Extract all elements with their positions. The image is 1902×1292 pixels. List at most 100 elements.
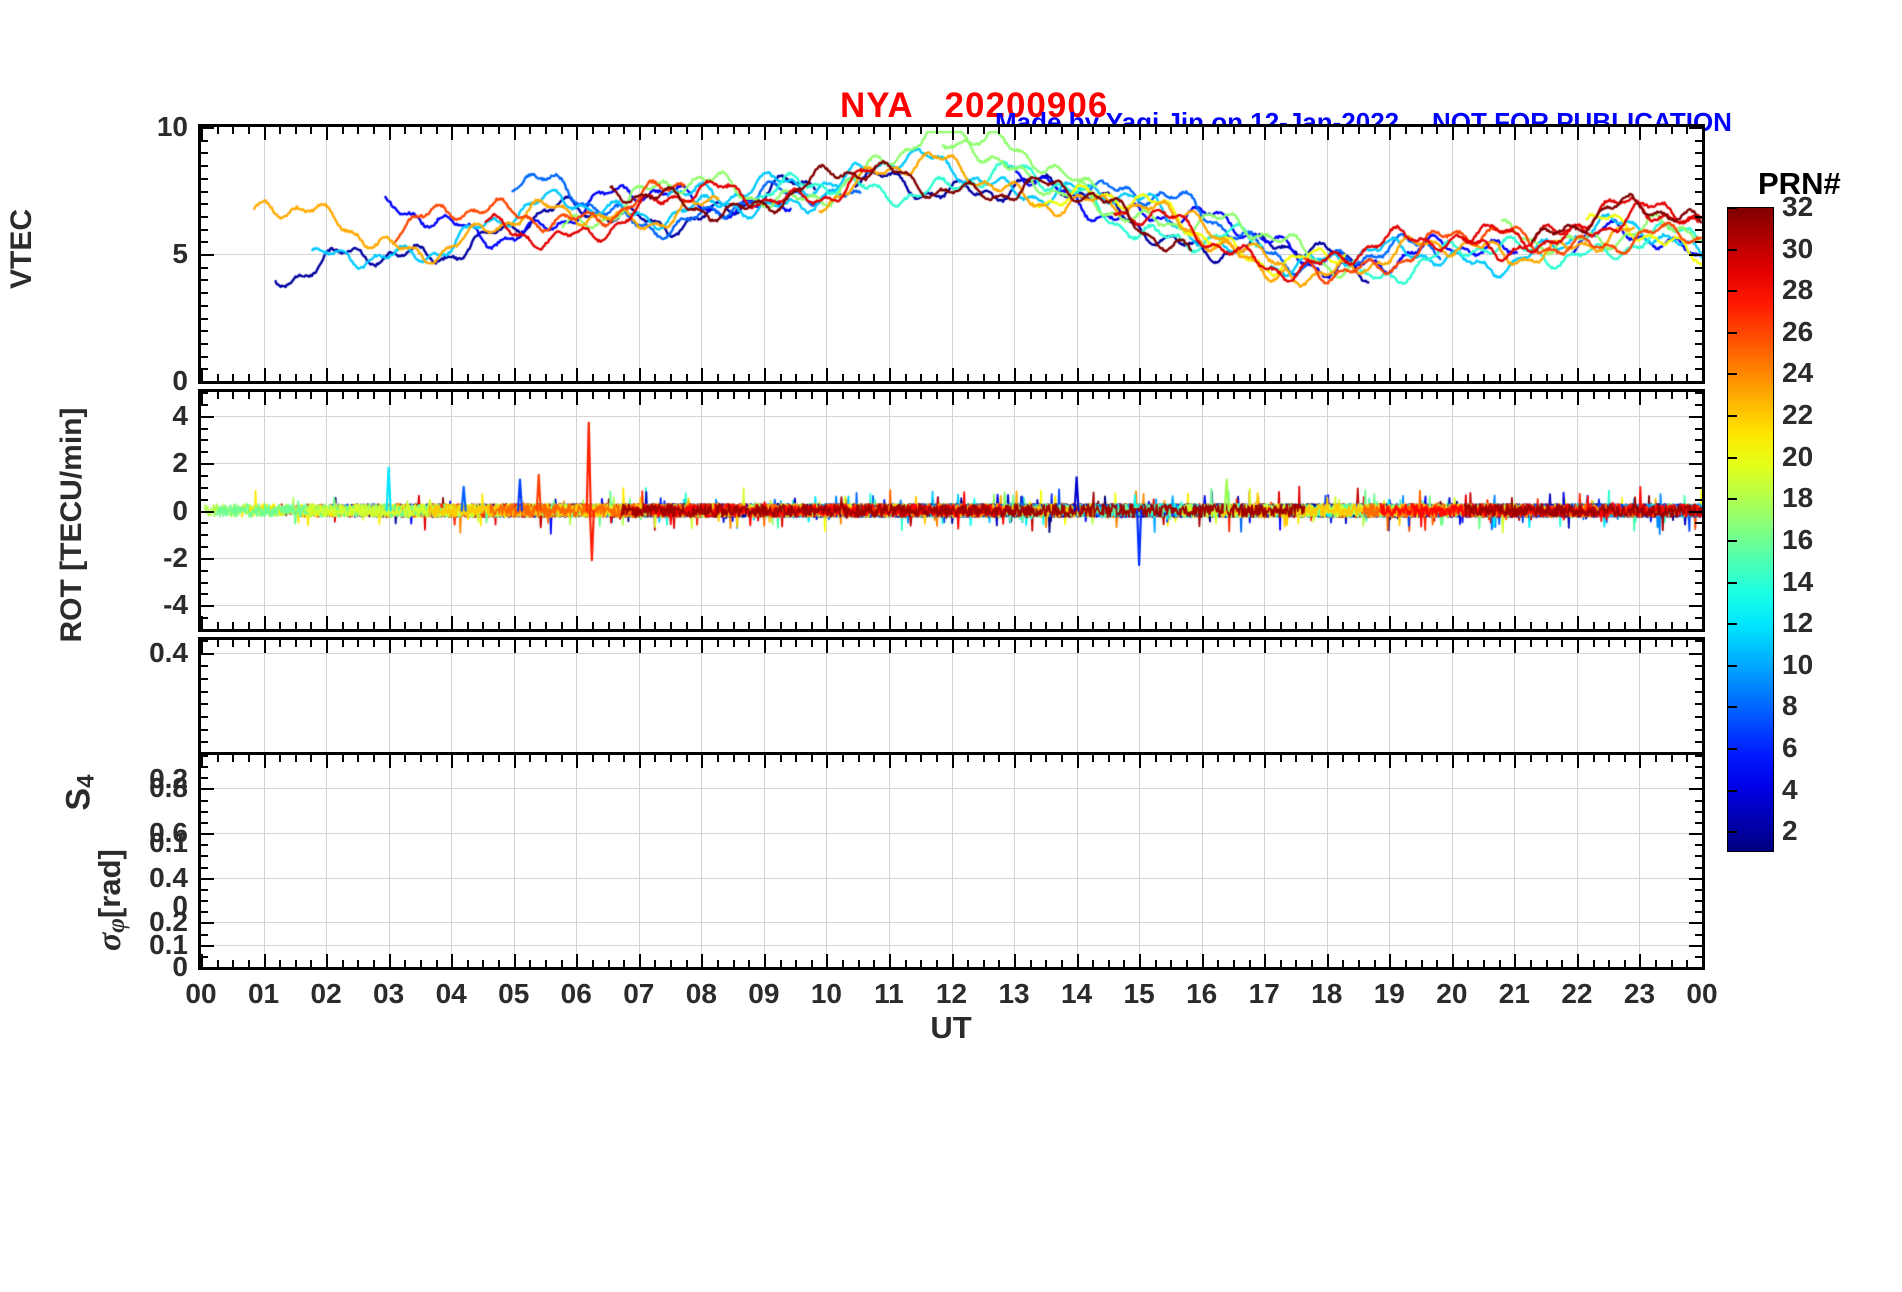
axis-tick-x [857,127,860,134]
axis-tick-x [763,755,766,768]
colorbar-tick-label: 26 [1782,315,1814,347]
axis-tick-x [1467,622,1470,629]
axis-tick-y [1695,342,1702,345]
axis-tick-x [263,640,266,653]
axis-tick-x [1139,392,1142,405]
axis-tick-x [1608,374,1611,381]
xtick-label: 07 [623,978,655,1009]
axis-tick-x [544,960,547,967]
axis-tick-x [1045,374,1048,381]
axis-tick-x [560,640,563,647]
axis-tick-x [1561,127,1564,134]
axis-tick-y [1695,888,1702,891]
axis-tick-x [1107,374,1110,381]
axis-tick-x [279,392,282,399]
axis-tick-x [701,392,704,405]
axis-tick-x [826,127,829,140]
axis-tick-x [513,616,516,629]
axis-tick-x [607,755,610,762]
axis-tick-x [623,374,626,381]
axis-tick-x [920,127,923,134]
colorbar-tick-mark [1727,331,1737,334]
ytick-label-rot: 0 [172,494,188,526]
axis-tick-x [982,127,985,134]
axis-tick-x [372,755,375,762]
axis-tick-x [1170,622,1173,629]
axis-tick-x [1014,392,1017,405]
axis-tick-x [1498,640,1501,647]
axis-tick-x [1154,755,1157,762]
axis-tick-x [372,374,375,381]
axis-tick-x [904,960,907,967]
axis-tick-x [1139,616,1142,629]
axis-tick-x [1045,622,1048,629]
axis-tick-x [1107,640,1110,647]
axis-tick-x [888,127,891,140]
axis-tick-x [1014,755,1017,768]
axis-tick-y [1695,266,1702,269]
axis-tick-x [1295,392,1298,399]
axis-tick-x [1123,392,1126,399]
axis-tick-x [544,392,547,399]
axis-tick-x [357,622,360,629]
axis-tick-x [419,392,422,399]
colorbar-tick-label: 32 [1782,191,1814,222]
axis-tick-x [1576,954,1579,967]
axis-tick-x [685,640,688,647]
xlabel: UT [930,1010,972,1045]
axis-tick-x [1295,755,1298,762]
axis-tick-x [1655,960,1658,967]
axis-tick-x [1404,392,1407,399]
axis-tick-x [638,954,641,967]
axis-tick-x [1311,392,1314,399]
axis-tick-x [1060,640,1063,647]
axis-tick-x [1232,127,1235,134]
axis-tick-x [951,127,954,140]
colorbar-tick-mark [1727,831,1737,834]
axis-tick-y [1689,605,1702,608]
axis-tick-y [1695,844,1702,847]
axis-tick-x [1686,960,1689,967]
colorbar-tick-label: 4 [1782,773,1798,805]
axis-tick-x [513,392,516,405]
axis-tick-y [1695,392,1702,394]
xtick-label: 10 [810,978,842,1009]
axis-tick-x [435,640,438,647]
axis-tick-y [201,788,214,791]
axis-tick-x [826,755,829,768]
axis-tick-x [670,640,673,647]
axis-tick-x [1139,640,1142,653]
axis-tick-x [1029,960,1032,967]
axis-tick-y [1695,755,1702,757]
axis-tick-x [795,622,798,629]
axis-tick-x [842,392,845,399]
axis-tick-y [201,279,208,282]
axis-tick-x [888,954,891,967]
axis-tick-x [388,127,391,140]
axis-tick-x [1623,640,1626,647]
axis-tick-x [435,622,438,629]
colorbar-tick-label: 30 [1782,232,1814,264]
axis-tick-x [638,640,641,653]
xtick-label: 05 [498,978,530,1009]
axis-tick-y [1695,190,1702,193]
axis-tick-x [1436,127,1439,134]
axis-tick-y [201,766,208,769]
axis-tick-x [1467,127,1470,134]
axis-tick-x [544,127,547,134]
axis-tick-x [998,374,1001,381]
axis-tick-x [1264,368,1267,381]
axis-tick-x [247,374,250,381]
axis-tick-x [1170,640,1173,647]
axis-tick-x [1623,127,1626,134]
axis-tick-x [857,374,860,381]
axis-tick-x [216,127,219,134]
axis-tick-x [998,640,1001,647]
axis-tick-x [1467,960,1470,967]
ytick-label-rot: -4 [163,589,188,621]
axis-tick-y [1695,569,1702,572]
axis-tick-x [1561,960,1564,967]
axis-tick-x [263,368,266,381]
axis-tick-x [1373,392,1376,399]
